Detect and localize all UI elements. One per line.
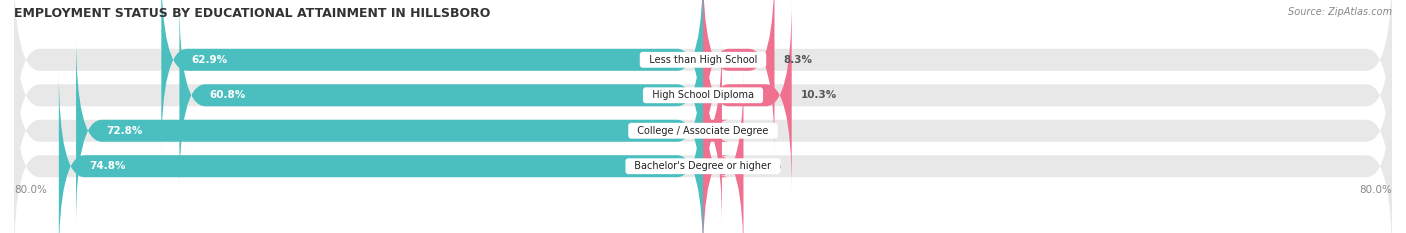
FancyBboxPatch shape: [14, 35, 1392, 226]
FancyBboxPatch shape: [703, 0, 792, 191]
FancyBboxPatch shape: [703, 71, 744, 233]
FancyBboxPatch shape: [76, 35, 703, 226]
Text: 2.2%: 2.2%: [731, 126, 759, 136]
FancyBboxPatch shape: [14, 0, 1392, 155]
Text: 8.3%: 8.3%: [783, 55, 813, 65]
FancyBboxPatch shape: [14, 71, 1392, 233]
Text: EMPLOYMENT STATUS BY EDUCATIONAL ATTAINMENT IN HILLSBORO: EMPLOYMENT STATUS BY EDUCATIONAL ATTAINM…: [14, 7, 491, 20]
Text: 80.0%: 80.0%: [1360, 185, 1392, 195]
Text: 72.8%: 72.8%: [107, 126, 142, 136]
FancyBboxPatch shape: [162, 0, 703, 155]
Text: 74.8%: 74.8%: [89, 161, 125, 171]
Text: 80.0%: 80.0%: [14, 185, 46, 195]
Text: 4.7%: 4.7%: [752, 161, 782, 171]
FancyBboxPatch shape: [14, 0, 1392, 191]
FancyBboxPatch shape: [696, 35, 728, 226]
Text: Source: ZipAtlas.com: Source: ZipAtlas.com: [1288, 7, 1392, 17]
FancyBboxPatch shape: [59, 71, 703, 233]
FancyBboxPatch shape: [180, 0, 703, 191]
Text: Less than High School: Less than High School: [643, 55, 763, 65]
Text: 60.8%: 60.8%: [209, 90, 246, 100]
FancyBboxPatch shape: [703, 0, 775, 155]
Text: 62.9%: 62.9%: [191, 55, 228, 65]
Text: Bachelor's Degree or higher: Bachelor's Degree or higher: [628, 161, 778, 171]
Text: High School Diploma: High School Diploma: [645, 90, 761, 100]
Text: College / Associate Degree: College / Associate Degree: [631, 126, 775, 136]
Text: 10.3%: 10.3%: [800, 90, 837, 100]
